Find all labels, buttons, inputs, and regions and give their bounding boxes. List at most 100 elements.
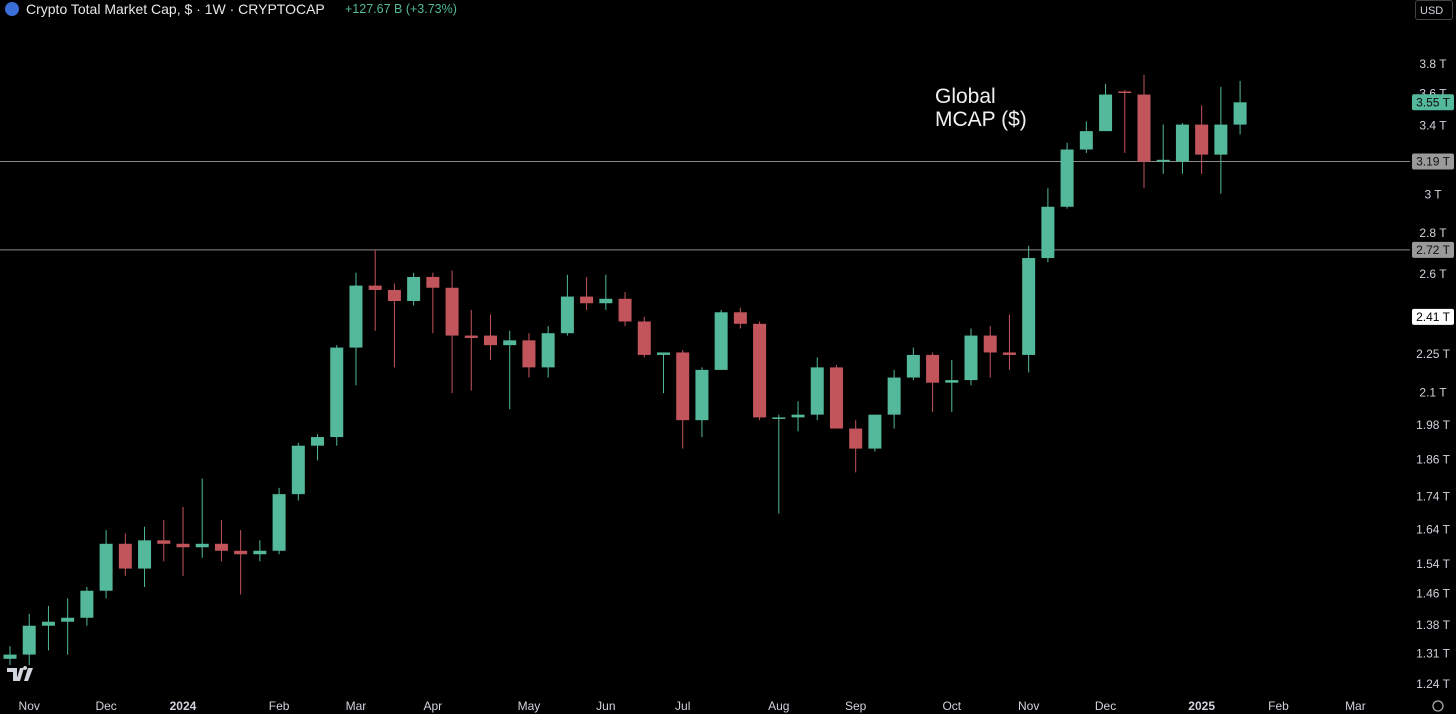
candle-body (22, 625, 36, 655)
candle-body (887, 377, 901, 415)
candle-body (983, 335, 997, 353)
y-tick-label: 3.8 T (1419, 57, 1447, 71)
candle-body (599, 298, 613, 304)
candle-body (138, 540, 152, 569)
y-tick-label: 1.38 T (1416, 618, 1450, 632)
price-tag (1412, 94, 1454, 111)
candle-body (368, 285, 382, 290)
candle-body (349, 285, 363, 348)
price-change: +127.67 B (+3.73%) (345, 2, 457, 16)
candle-body (157, 540, 171, 544)
x-tick-label: Sep (845, 699, 867, 713)
y-tick-label: 2.8 T (1419, 226, 1447, 240)
candle-body (195, 543, 209, 548)
y-tick-label: 3.4 T (1419, 118, 1447, 132)
x-tick-label: Nov (1018, 699, 1039, 713)
tv-logo (5, 665, 35, 683)
candle-body (80, 590, 94, 618)
x-tick-label: Apr (424, 699, 443, 713)
x-tick-label: 2025 (1188, 699, 1215, 713)
y-tick-label: 1.54 T (1416, 557, 1450, 571)
candle-body (906, 354, 920, 378)
y-tick-label: 1.24 T (1416, 677, 1450, 691)
x-tick-label: Feb (1268, 699, 1289, 713)
candle-body (1041, 206, 1055, 259)
candle-body (426, 276, 440, 288)
x-tick-label: Jun (596, 699, 615, 713)
candle-body (618, 298, 632, 322)
price-tag-label: 3.55 T (1416, 95, 1450, 109)
price-tag (1412, 153, 1454, 170)
candle-body (1079, 131, 1093, 150)
y-tick-label: 2.1 T (1419, 385, 1447, 399)
chart-title: Crypto Total Market Cap, $ · 1W · CRYPTO… (26, 1, 325, 17)
x-tick-label: Mar (346, 699, 367, 713)
y-tick-label: 2.6 T (1419, 267, 1447, 281)
x-tick-label: Mar (1345, 699, 1366, 713)
candle-body (445, 287, 459, 336)
x-tick-label: Aug (768, 699, 789, 713)
candle-body (1002, 352, 1016, 355)
candle-body (868, 414, 882, 449)
candle-body (522, 340, 536, 368)
candle-body (118, 543, 132, 569)
candle-body (1156, 159, 1170, 162)
x-tick-label: Jul (675, 699, 690, 713)
candle-body (714, 312, 728, 370)
candle-body (1118, 91, 1132, 94)
candle-body (1195, 124, 1209, 155)
x-tick-label: Dec (1095, 699, 1116, 713)
y-tick-label: 3 T (1424, 188, 1442, 202)
price-tag-label: 2.72 T (1416, 243, 1450, 257)
x-tick-label: May (518, 699, 541, 713)
candle-body (253, 550, 267, 555)
annotation: Global MCAP ($) (935, 85, 1027, 131)
candle-body (407, 276, 421, 302)
candle-body (637, 321, 651, 355)
candle-body (810, 367, 824, 415)
y-tick-label: 1.31 T (1416, 647, 1450, 661)
currency-button[interactable]: USD (1415, 0, 1453, 20)
candle-body (1060, 149, 1074, 207)
candle-body (291, 445, 305, 495)
candle-body (945, 380, 959, 383)
candle-body (464, 335, 478, 338)
price-tag (1412, 308, 1454, 325)
candle-body (503, 340, 517, 346)
settings-icon[interactable] (1432, 700, 1444, 712)
candle-body (926, 354, 940, 383)
candle-body (560, 296, 574, 334)
candle-body (676, 352, 690, 421)
x-tick-label: 2024 (170, 699, 197, 713)
candle-body (3, 654, 17, 659)
candle-body (1099, 94, 1113, 132)
candle-body (1214, 124, 1228, 155)
x-tick-label: Dec (95, 699, 116, 713)
candle-body (99, 543, 113, 591)
x-tick-label: Feb (269, 699, 290, 713)
candle-body (695, 369, 709, 421)
x-tick-label: Oct (942, 699, 961, 713)
candle-body (1233, 102, 1247, 125)
price-tag-label: 3.19 T (1416, 155, 1450, 169)
candle-body (541, 333, 555, 368)
candle-body (214, 543, 228, 551)
candle-body (176, 543, 190, 548)
price-tag-label: 2.41 T (1416, 310, 1450, 324)
candle-body (61, 617, 75, 622)
candle-body (484, 335, 498, 346)
y-tick-label: 1.98 T (1416, 418, 1450, 432)
x-tick-label: Nov (19, 699, 40, 713)
candle-body (733, 312, 747, 324)
candle-body (772, 417, 786, 419)
candle-body (753, 323, 767, 418)
y-tick-label: 1.74 T (1416, 489, 1450, 503)
candle-body (1137, 94, 1151, 162)
y-tick-label: 1.86 T (1416, 453, 1450, 467)
candle-body (580, 296, 594, 304)
y-tick-label: 1.46 T (1416, 587, 1450, 601)
candle-body (964, 335, 978, 381)
candle-body (1175, 124, 1189, 162)
